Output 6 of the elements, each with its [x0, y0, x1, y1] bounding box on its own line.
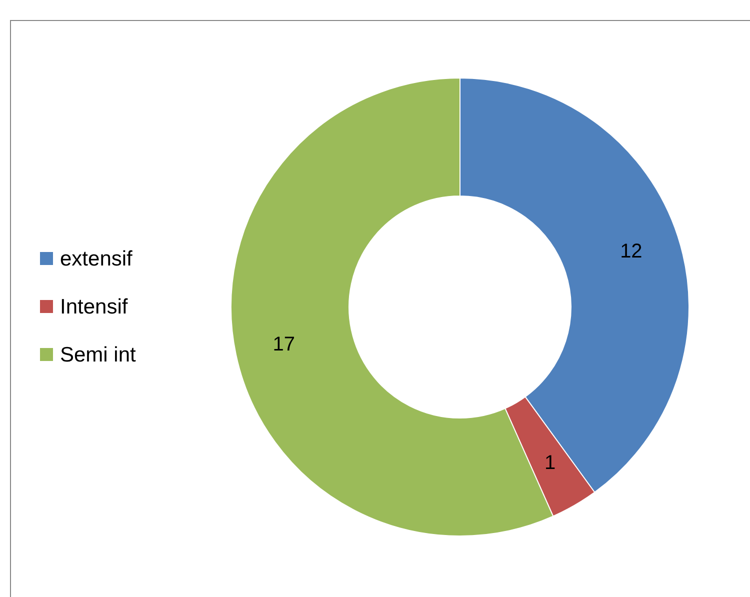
data-label: 17 [272, 333, 296, 356]
legend-label: extensif [60, 248, 133, 270]
legend-label: Intensif [60, 296, 128, 318]
data-label: 12 [620, 240, 642, 262]
legend-label: Semi int [60, 344, 136, 366]
data-label: 1 [544, 452, 556, 474]
